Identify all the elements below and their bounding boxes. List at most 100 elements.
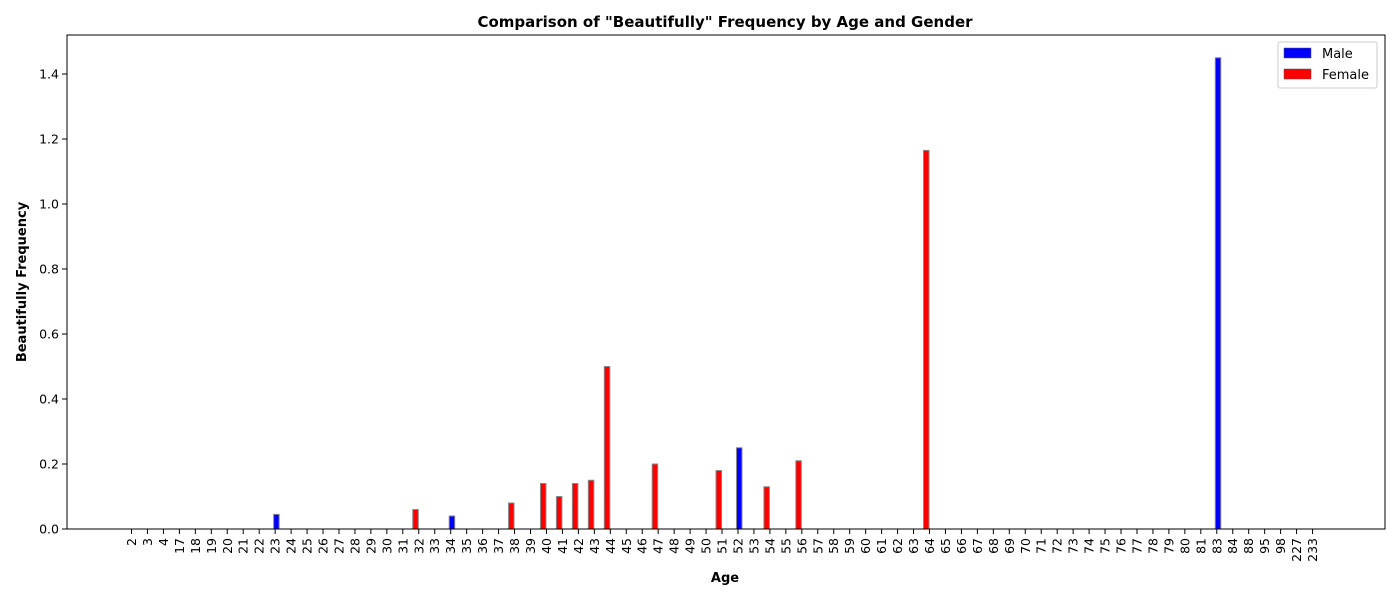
y-tick-label: 0.4 (39, 392, 59, 407)
y-tick-label: 1.4 (39, 67, 59, 82)
x-tick-label: 41 (555, 538, 570, 554)
x-tick-label: 31 (395, 538, 410, 554)
bar-female-54 (763, 486, 770, 530)
x-tick-label: 74 (1082, 538, 1097, 554)
x-tick-label: 81 (1193, 538, 1208, 554)
x-tick-label: 40 (539, 538, 554, 554)
x-tick-label: 61 (874, 538, 889, 554)
x-tick-label: 59 (842, 538, 857, 554)
x-tick-label: 52 (730, 538, 745, 554)
x-tick-label: 233 (1305, 538, 1320, 562)
x-tick-label: 71 (1034, 538, 1049, 554)
bar-male-83 (1214, 57, 1222, 530)
x-tick-label: 66 (954, 538, 969, 554)
bar-female-38 (508, 502, 515, 530)
x-tick-label: 62 (890, 538, 905, 554)
bar-female-47 (651, 463, 659, 530)
x-tick-label: 21 (236, 538, 251, 554)
legend-label-female: Female (1322, 68, 1369, 83)
x-tick-label: 47 (651, 538, 666, 554)
x-tick-label: 88 (1241, 538, 1256, 554)
bar-female-43 (587, 479, 595, 530)
chart-title: Comparison of "Beautifully" Frequency by… (477, 13, 973, 31)
y-axis: 0.0 0.2 0.4 0.6 0.8 1.0 1.2 1.4 (39, 67, 67, 537)
x-tick-label: 83 (1209, 538, 1224, 554)
x-tick-label: 73 (1066, 538, 1081, 554)
bars-layer (273, 57, 1222, 530)
x-tick-label: 64 (922, 538, 937, 554)
x-tick-label: 76 (1114, 538, 1129, 554)
x-tick-label: 55 (778, 538, 793, 554)
x-tick-label: 19 (204, 538, 219, 554)
x-tick-label: 44 (603, 538, 618, 554)
x-tick-label: 57 (810, 538, 825, 554)
x-tick-label: 75 (1098, 538, 1113, 554)
x-tick-label: 78 (1145, 538, 1160, 554)
x-tick-label: 45 (619, 538, 634, 554)
x-tick-label: 28 (347, 538, 362, 554)
x-tick-label: 70 (1018, 538, 1033, 554)
y-tick-label: 1.0 (39, 197, 59, 212)
x-tick-label: 39 (523, 538, 538, 554)
x-axis-label: Age (711, 571, 739, 586)
x-tick-label: 30 (379, 538, 394, 554)
x-tick-label: 49 (683, 538, 698, 554)
bar-female-32 (412, 509, 419, 530)
x-tick-label: 32 (411, 538, 426, 554)
x-tick-label: 63 (906, 538, 921, 554)
x-tick-label: 42 (571, 538, 586, 554)
legend-swatch-male (1283, 47, 1312, 59)
x-tick-label: 95 (1257, 538, 1272, 554)
x-tick-label: 48 (667, 538, 682, 554)
x-tick-label: 18 (188, 538, 203, 554)
x-tick-label: 27 (331, 538, 346, 554)
legend: Male Female (1277, 41, 1378, 89)
x-tick-label: 25 (300, 538, 315, 554)
x-tick-label: 22 (252, 538, 267, 554)
bar-female-42 (571, 483, 579, 530)
x-tick-label: 23 (268, 538, 283, 554)
bar-male-52 (735, 447, 743, 530)
y-tick-label: 0.6 (39, 327, 59, 342)
x-tick-label: 29 (363, 538, 378, 554)
x-tick-label: 35 (459, 538, 474, 554)
x-tick-label: 58 (826, 538, 841, 554)
x-tick-label: 60 (858, 538, 873, 554)
x-tick-label: 51 (715, 538, 730, 554)
x-tick-label: 33 (427, 538, 442, 554)
x-axis: 2 3 4 17 18 19 20 21 22 23 24 25 26 27 28 29 30 31 32 33 34 3… (124, 529, 1320, 562)
x-tick-label: 65 (938, 538, 953, 554)
x-tick-label: 67 (970, 538, 985, 554)
y-axis-label: Beautifully Frequency (15, 201, 30, 362)
x-tick-label: 56 (794, 538, 809, 554)
x-tick-label: 79 (1161, 538, 1176, 554)
bar-female-44 (603, 366, 611, 530)
x-tick-label: 3 (140, 538, 155, 546)
x-tick-label: 36 (475, 538, 490, 554)
y-tick-label: 0.8 (39, 262, 59, 277)
y-tick-label: 1.2 (39, 132, 59, 147)
bar-female-51 (715, 470, 723, 530)
x-tick-label: 24 (284, 538, 299, 554)
y-tick-label: 0.2 (39, 457, 59, 472)
x-tick-label: 69 (1002, 538, 1017, 554)
y-tick-label: 0.0 (39, 522, 59, 537)
x-tick-label: 38 (507, 538, 522, 554)
x-tick-label: 26 (316, 538, 331, 554)
x-tick-label: 54 (762, 538, 777, 554)
x-tick-label: 34 (443, 538, 458, 554)
x-tick-label: 20 (220, 538, 235, 554)
bar-male-34 (448, 515, 456, 530)
x-tick-label: 37 (491, 538, 506, 554)
bar-female-64 (923, 149, 930, 530)
plot-frame (66, 34, 1386, 530)
bar-male-23 (273, 513, 280, 530)
x-tick-label: 84 (1225, 538, 1240, 554)
legend-swatch-female (1283, 68, 1312, 80)
x-tick-label: 4 (156, 538, 171, 546)
x-tick-label: 68 (986, 538, 1001, 554)
x-tick-label: 227 (1289, 538, 1304, 562)
bar-female-41 (555, 496, 563, 530)
x-tick-label: 46 (635, 538, 650, 554)
